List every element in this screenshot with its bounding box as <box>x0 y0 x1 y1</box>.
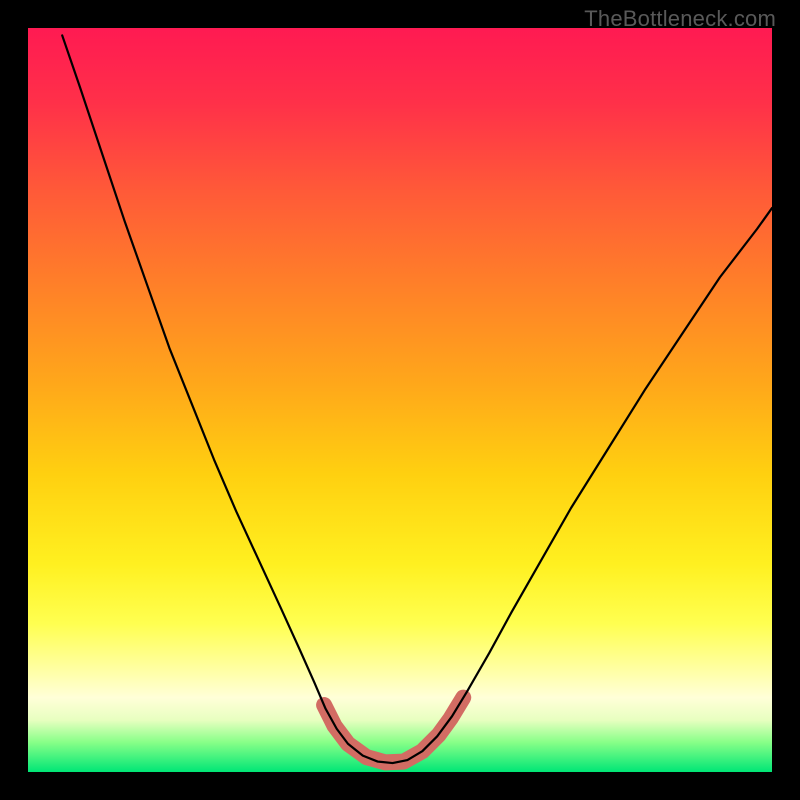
plot-area <box>28 28 772 772</box>
gradient-background <box>28 28 772 772</box>
bottleneck-chart <box>28 28 772 772</box>
